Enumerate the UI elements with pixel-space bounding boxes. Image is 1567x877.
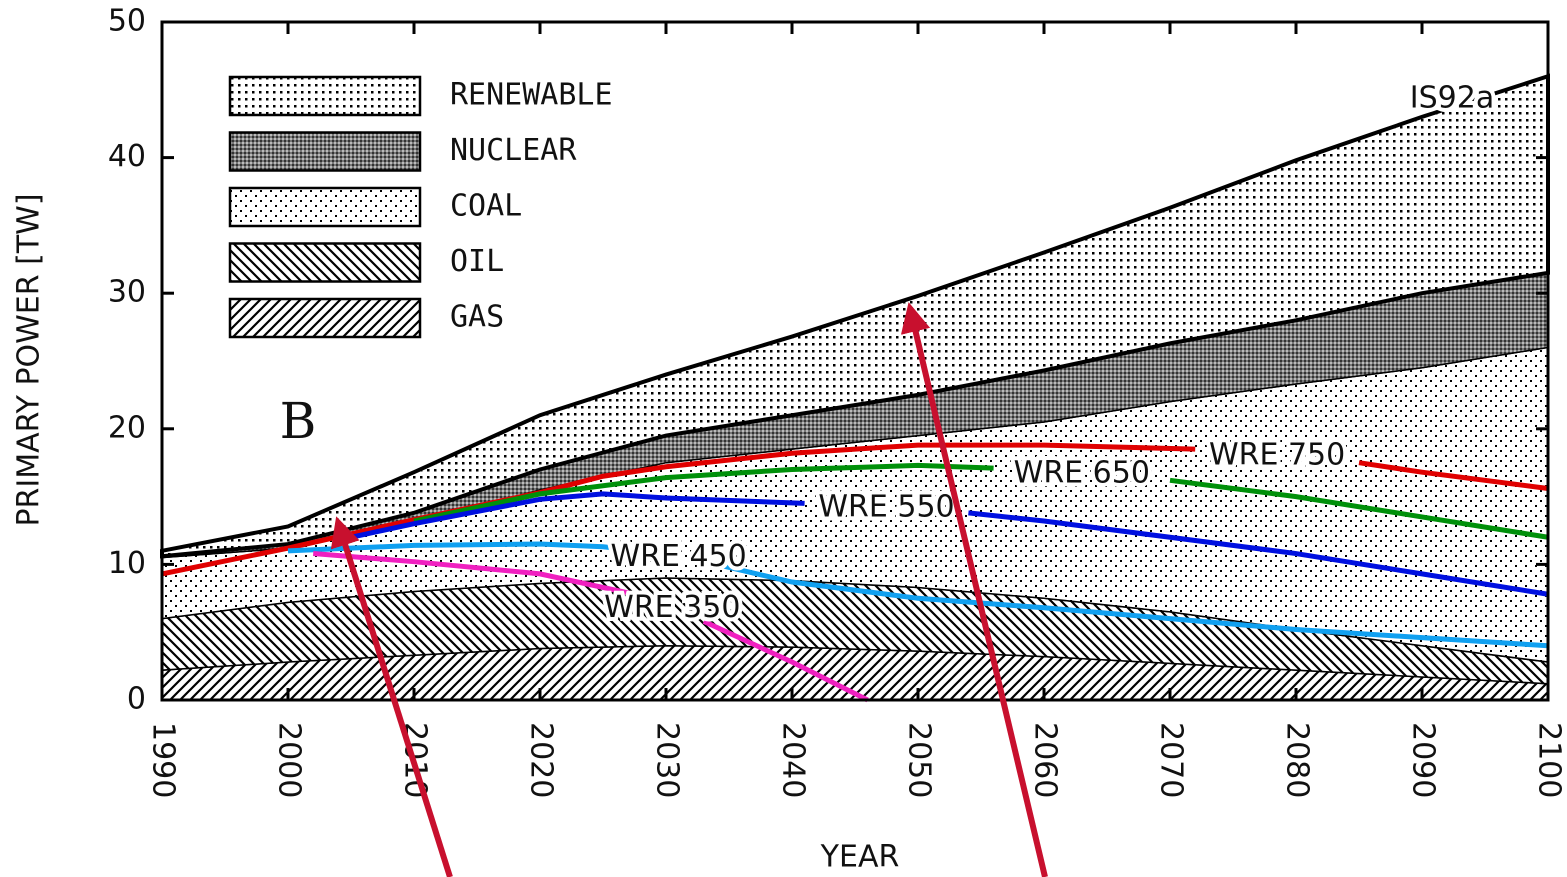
x-tick-label: 2030 <box>650 722 685 798</box>
y-tick-label: 40 <box>108 139 146 174</box>
legend-label: RENEWABLE <box>450 78 613 113</box>
x-tick-label: 2100 <box>1532 722 1567 798</box>
line-label: WRE 450 <box>610 539 746 574</box>
x-tick-label: 2020 <box>524 722 559 798</box>
x-tick-label: 2000 <box>272 722 307 798</box>
y-tick-label: 30 <box>108 275 146 310</box>
plot-frame <box>160 20 1550 702</box>
line-label: WRE 550 <box>818 490 954 525</box>
x-axis-label: YEAR <box>820 840 900 875</box>
legend-swatch <box>228 131 422 172</box>
x-tick-label: 2070 <box>1154 722 1189 798</box>
x-tick-label: 2060 <box>1028 722 1063 798</box>
x-tick-label: 1990 <box>146 722 181 798</box>
line <box>287 541 1549 649</box>
line <box>312 551 869 703</box>
x-tick-label: 2050 <box>902 722 937 798</box>
x-tick-label: 2090 <box>1406 722 1441 798</box>
legend-label: GAS <box>450 300 504 335</box>
legend-label: COAL <box>450 189 522 224</box>
legend-swatch <box>228 242 422 283</box>
legend-swatch <box>228 297 422 339</box>
legend-label: OIL <box>450 244 504 279</box>
y-axis-label: PRIMARY POWER [TW] <box>12 193 47 526</box>
legend-swatch <box>228 186 422 228</box>
y-tick-label: 10 <box>108 546 146 581</box>
line-label: WRE 350 <box>604 590 740 625</box>
line-label: WRE 750 <box>1209 437 1345 472</box>
x-tick-label: 2040 <box>776 722 811 798</box>
legend-swatch <box>228 75 422 117</box>
line <box>350 491 1549 597</box>
y-tick-label: 50 <box>108 4 146 39</box>
panel-label: B <box>280 392 317 450</box>
y-tick-label: 20 <box>108 410 146 445</box>
legend-label: NUCLEAR <box>450 133 577 168</box>
x-tick-label: 2080 <box>1280 722 1315 798</box>
line-label: WRE 650 <box>1014 456 1150 491</box>
line <box>413 462 1549 540</box>
arrow <box>900 302 1048 877</box>
y-tick-label: 0 <box>127 682 146 717</box>
total-label: IS92a <box>1410 80 1494 115</box>
arrow <box>330 516 453 877</box>
